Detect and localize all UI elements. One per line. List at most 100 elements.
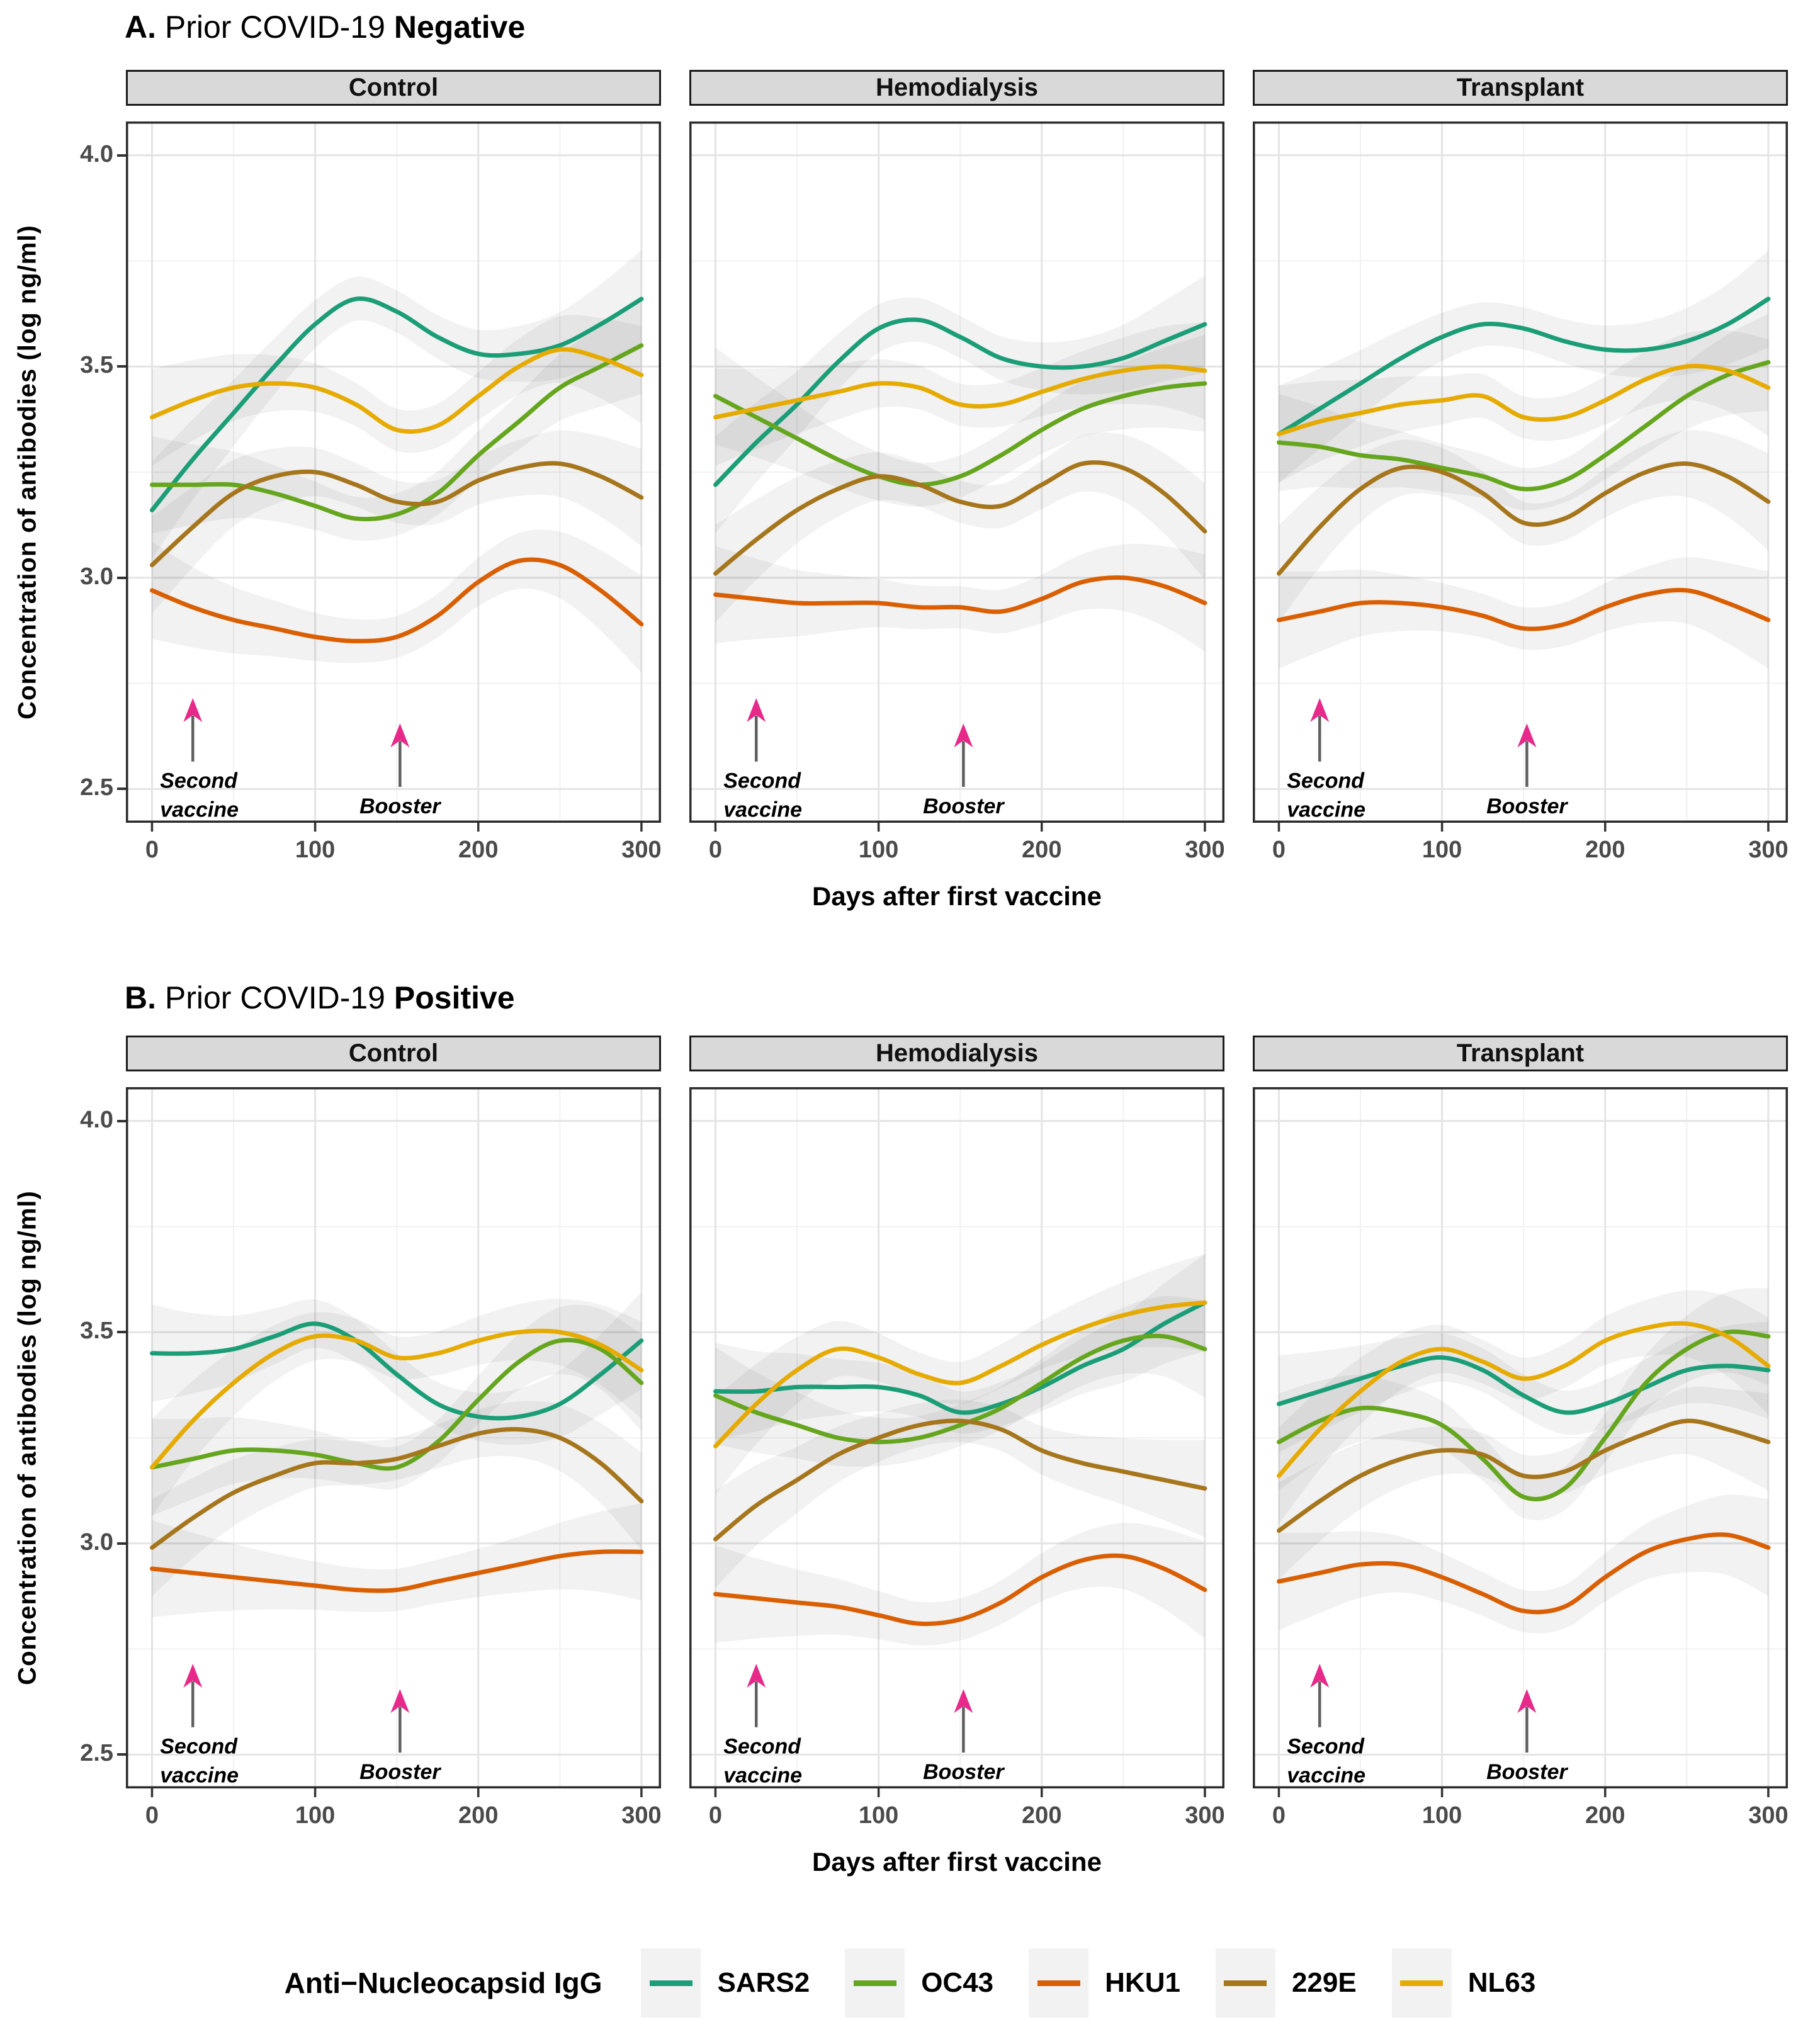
series-line-HKU1 — [713, 1553, 1207, 1627]
annotation-label: Second — [1287, 769, 1365, 793]
series-line-NL63 — [150, 347, 644, 434]
arrow-head-icon — [1310, 698, 1330, 723]
booster-arrow: Booster — [923, 723, 1005, 818]
x-tick-label: 300 — [1185, 1802, 1225, 1829]
confidence-band-SARS2 — [715, 1254, 1205, 1440]
panel-a-title-emphasis: Negative — [393, 9, 526, 45]
x-tick-label: 200 — [458, 1802, 499, 1829]
second-vaccine-arrow: Second vaccine — [160, 1664, 239, 1788]
confidence-band-229E — [715, 432, 1205, 623]
arrow-head-icon — [1310, 1664, 1330, 1688]
facet-strip: Control — [126, 1036, 661, 1071]
series-line-OC43 — [150, 1338, 644, 1471]
arrow-head-icon — [1517, 723, 1537, 748]
panel-b-title-text: Prior COVID-19 — [156, 980, 394, 1015]
series-line-NL63 — [1277, 364, 1771, 437]
arrow-head-icon — [747, 698, 766, 723]
annotation-label: vaccine — [1287, 1764, 1365, 1788]
x-tick-label: 0 — [1272, 1802, 1286, 1829]
legend-key — [1391, 1948, 1452, 2018]
facet-plot: Second vaccine Booster — [1253, 1087, 1788, 1797]
series-line-OC43 — [1277, 1330, 1771, 1501]
series-line-NL63 — [713, 1300, 1207, 1448]
confidence-band-NL63 — [715, 322, 1205, 466]
facet-strip-label: Hemodialysis — [876, 1039, 1038, 1067]
y-tick-mark — [117, 576, 126, 579]
legend-key — [1215, 1948, 1275, 2018]
facet-strip: Transplant — [1253, 70, 1788, 106]
annotation-label: vaccine — [160, 798, 239, 822]
x-tick-label: 100 — [858, 1802, 899, 1829]
x-tick-label: 0 — [145, 837, 159, 863]
panel-b-letter: B. — [125, 980, 156, 1015]
second-vaccine-arrow: Second vaccine — [723, 698, 802, 822]
y-tick-label: 4.0 — [80, 1106, 113, 1133]
series-line-229E — [1277, 1418, 1771, 1533]
x-tick-label: 0 — [708, 1802, 723, 1829]
arrow-head-icon — [747, 1664, 766, 1688]
annotation-label: Second — [1287, 1735, 1365, 1759]
series-line-229E — [1277, 461, 1771, 576]
panel-border — [126, 1087, 661, 1788]
x-tick-label: 300 — [1748, 837, 1789, 863]
confidence-band-OC43 — [715, 1296, 1205, 1467]
legend-key — [641, 1948, 701, 2018]
booster-arrow: Booster — [359, 1689, 441, 1784]
annotation-label: Booster — [359, 1760, 441, 1784]
confidence-band-HKU1 — [1279, 556, 1768, 669]
x-tick-label: 100 — [1422, 837, 1462, 863]
y-tick-mark — [117, 365, 126, 368]
facet-hemodialysis-a: Hemodialysis Second vaccine Booster — [689, 70, 1224, 834]
series-line-HKU1 — [150, 1549, 644, 1593]
booster-arrow: Booster — [1486, 1689, 1568, 1784]
arrow-head-icon — [390, 1689, 410, 1714]
legend-entry-nl63: NL63 — [1391, 1948, 1535, 2018]
legend-label: SARS2 — [717, 1967, 810, 1998]
annotation-label: Second — [723, 769, 801, 793]
x-axis-title-b: Days after first vaccine — [812, 1847, 1102, 1877]
confidence-band-SARS2 — [715, 275, 1205, 534]
confidence-band-HKU1 — [152, 529, 642, 673]
annotation-label: vaccine — [723, 798, 802, 822]
x-axis-title-a: Days after first vaccine — [812, 881, 1102, 911]
second-vaccine-arrow: Second vaccine — [723, 1664, 802, 1788]
x-tick-label: 300 — [1185, 837, 1225, 863]
confidence-band-229E — [715, 1399, 1205, 1588]
series-line-SARS2 — [150, 296, 644, 512]
facet-transplant-a: Transplant Second vaccine Booster — [1253, 70, 1788, 834]
x-tick-label: 0 — [145, 1802, 159, 1829]
panel-a-letter: A. — [125, 9, 156, 45]
booster-arrow: Booster — [1486, 723, 1568, 818]
facet-strip: Hemodialysis — [689, 1036, 1224, 1071]
legend-key-line-icon — [1037, 1980, 1080, 1986]
facet-strip: Hemodialysis — [689, 70, 1224, 106]
legend-key-line-icon — [1400, 1980, 1444, 1986]
confidence-band-OC43 — [715, 334, 1205, 507]
panel-b-title: B. Prior COVID-19 Positive — [125, 980, 515, 1016]
annotation-label: Second — [160, 769, 238, 793]
panel-a-title-text: Prior COVID-19 — [156, 9, 394, 45]
series-line-HKU1 — [150, 557, 644, 643]
legend-title: Anti−Nucleocapsid IgG — [284, 1967, 602, 1999]
arrow-head-icon — [183, 698, 203, 723]
panel-border — [689, 1087, 1224, 1788]
facet-transplant-b: Transplant Second vaccine Booster — [1253, 1036, 1788, 1800]
x-tick-label: 0 — [1272, 837, 1286, 863]
second-vaccine-arrow: Second vaccine — [1287, 698, 1365, 822]
series-line-SARS2 — [1277, 296, 1771, 437]
annotation-label: Booster — [923, 1760, 1005, 1784]
confidence-band-229E — [1279, 430, 1768, 623]
confidence-band-HKU1 — [715, 1522, 1205, 1646]
confidence-band-HKU1 — [1279, 1494, 1768, 1634]
legend-label: HKU1 — [1105, 1967, 1180, 1998]
facet-strip: Transplant — [1253, 1036, 1788, 1071]
x-tick-label: 100 — [295, 1802, 336, 1829]
legend-entry-oc43: OC43 — [845, 1948, 993, 2018]
legend-key — [845, 1948, 905, 2018]
panel-border — [1253, 121, 1788, 823]
legend-entry-hku1: HKU1 — [1029, 1948, 1180, 2018]
facet-strip: Control — [126, 70, 661, 106]
booster-arrow: Booster — [359, 723, 441, 818]
series-line-OC43 — [713, 1333, 1207, 1445]
